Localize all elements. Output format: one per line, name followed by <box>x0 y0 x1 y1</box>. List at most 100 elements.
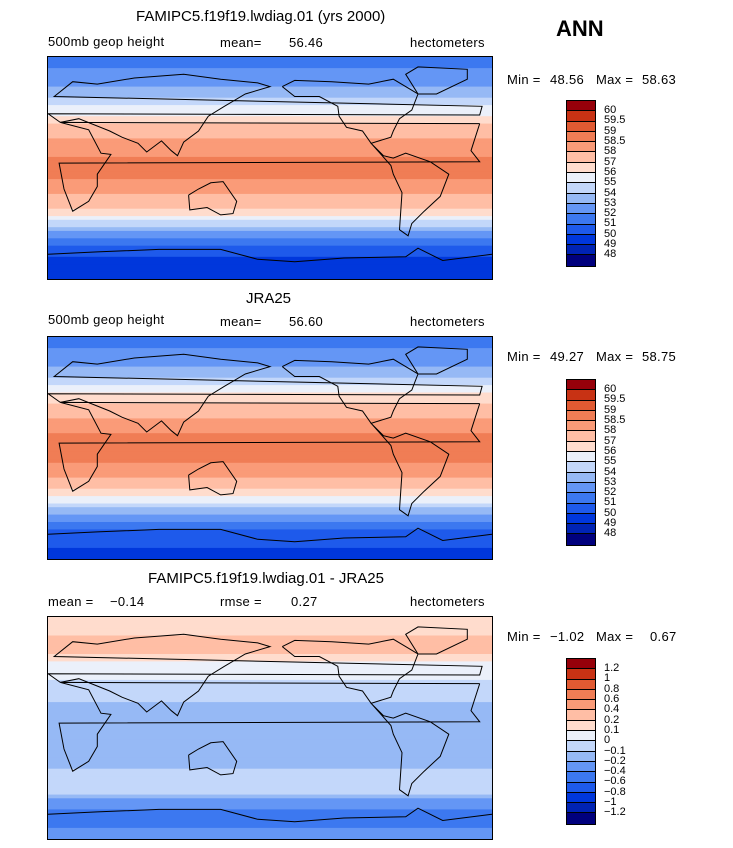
map-3-lat-band <box>48 757 492 762</box>
map-2-lat-band <box>48 503 492 508</box>
map-2-lat-band <box>48 466 492 471</box>
map-1-lat-band <box>48 234 492 239</box>
map-3-lat-band <box>48 691 492 696</box>
panel-2-max-label: Max = <box>596 349 634 364</box>
colorbar-1-tick-label: 50 <box>604 227 617 240</box>
map-1-lat-band <box>48 60 492 65</box>
map-3-lat-band <box>48 694 492 699</box>
map-2-lat-band <box>48 436 492 442</box>
panel-1-title: FAMIPC5.f19f19.lwdiag.01 (yrs 2000) <box>136 8 386 25</box>
map-2-lat-band <box>48 411 492 416</box>
panel-3-min-label: Min = <box>507 629 541 644</box>
map-3-coastline <box>48 807 492 823</box>
panel-3-mean-label: mean = <box>48 594 94 609</box>
map-1-lat-band <box>48 108 492 114</box>
map-1-lat-band <box>48 182 492 188</box>
map-3-lat-band <box>48 798 492 803</box>
map-1-lat-band <box>48 149 492 154</box>
colorbar-1-swatch <box>567 131 595 143</box>
colorbar-1-tick-label: 55 <box>604 176 617 189</box>
map-3-lat-band <box>48 772 492 777</box>
map-3-lat-band <box>48 617 492 622</box>
colorbar-2-tick-label: 51 <box>604 496 617 509</box>
map-3-lat-band <box>48 698 492 703</box>
colorbar-3-swatch <box>567 669 595 680</box>
map-3-lat-band <box>48 657 492 662</box>
map-3-lat-band <box>48 679 492 685</box>
map-1-lat-band <box>48 142 492 147</box>
colorbar-3-swatch <box>567 751 595 762</box>
colorbar-1-swatch <box>567 214 595 225</box>
map-1-lat-band <box>48 131 492 136</box>
colorbar-1-tick-label: 54 <box>604 186 617 199</box>
map-2-lat-band <box>48 403 492 408</box>
map-3-lat-band <box>48 665 492 670</box>
map-2-lat-band <box>48 422 492 427</box>
colorbar-3-tick-label: −0.2 <box>604 754 626 767</box>
colorbar-1-swatch <box>567 255 595 266</box>
map-1-lat-band <box>48 249 492 254</box>
panel-3-colorbar <box>566 658 596 825</box>
map-2-lat-band <box>48 492 492 497</box>
colorbar-1-tick-label: 57 <box>604 155 617 168</box>
colorbar-2-tick-label: 52 <box>604 486 617 499</box>
panel-2-min-label: Min = <box>507 349 541 364</box>
map-2-lat-band <box>48 414 492 419</box>
map-2-coastline <box>281 358 419 424</box>
map-2-lat-band <box>48 429 492 434</box>
map-1-lat-band <box>48 168 492 173</box>
map-2-lat-band <box>48 544 492 549</box>
colorbar-2-tick-label: 58.5 <box>604 414 626 426</box>
map-1-lat-band <box>48 119 492 125</box>
colorbar-3-tick-label: 0.1 <box>604 723 620 736</box>
map-3-lat-band <box>48 827 492 833</box>
colorbar-1-tick-label: 58.5 <box>604 135 626 147</box>
panel-3-units: hectometers <box>410 594 485 609</box>
map-3-lat-band <box>48 783 492 788</box>
map-2-lat-band <box>48 536 492 542</box>
colorbar-1-tick-label: 59 <box>604 124 617 137</box>
map-1-lat-band <box>48 64 492 69</box>
map-3-lat-band <box>48 687 492 692</box>
colorbar-2-swatch <box>567 452 595 463</box>
map-1-coastline <box>281 78 419 144</box>
panel-1-variable-label: 500mb geop height <box>48 34 165 49</box>
colorbar-2-swatch <box>567 472 595 483</box>
map-3-lat-band <box>48 716 492 722</box>
colorbar-2-swatch <box>567 441 595 453</box>
panel-3-map <box>47 616 493 840</box>
colorbar-2-swatch <box>567 482 595 494</box>
map-1-lat-band <box>48 275 492 279</box>
map-2-lat-band <box>48 374 492 379</box>
colorbar-1-tick-label: 56 <box>604 165 617 178</box>
map-3-lat-band <box>48 824 492 829</box>
panel-1-mean-label: mean= <box>220 35 262 50</box>
map-2-lat-band <box>48 344 492 349</box>
colorbar-3-tick-label: −0.4 <box>604 765 626 778</box>
colorbar-3-tick-label: −0.6 <box>604 775 626 788</box>
colorbar-2-swatch <box>567 390 595 401</box>
map-1-lat-band <box>48 75 492 80</box>
map-1-lat-band <box>48 123 492 128</box>
map-1-lat-band <box>48 94 492 99</box>
map-3-lat-band <box>48 835 492 839</box>
map-1-lat-band <box>48 71 492 77</box>
map-3-coastline <box>48 633 483 717</box>
map-3-lat-band <box>48 805 492 810</box>
map-1-lat-band <box>48 271 492 276</box>
map-3-lat-band <box>48 661 492 666</box>
colorbar-1-swatch <box>567 101 595 112</box>
map-2-lat-band <box>48 473 492 479</box>
map-1-coastline <box>48 73 483 157</box>
map-3-coastline <box>58 681 481 772</box>
colorbar-2-tick-label: 59 <box>604 403 617 416</box>
map-2-coastline <box>370 422 450 517</box>
map-3-lat-band <box>48 761 492 766</box>
colorbar-1-swatch <box>567 245 595 256</box>
map-1-lat-band <box>48 245 492 250</box>
colorbar-3-tick-label: 0.4 <box>604 703 620 716</box>
map-3-coastline <box>281 638 419 704</box>
map-1-lat-band <box>48 264 492 269</box>
map-2-lat-band <box>48 529 492 534</box>
panel-2-max-value: 58.75 <box>642 349 677 364</box>
